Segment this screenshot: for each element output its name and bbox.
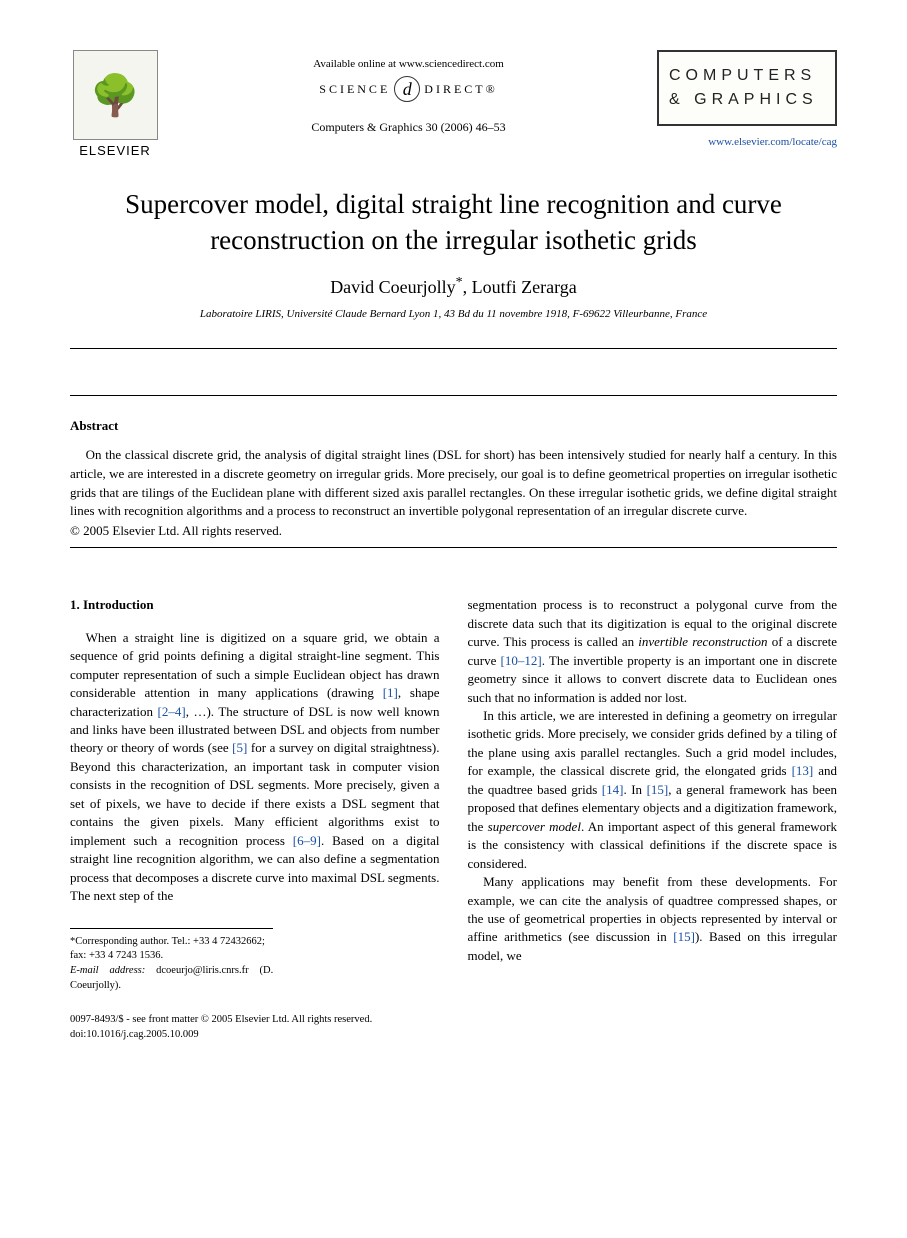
science-direct-brand: SCIENCE d DIRECT® [160,76,657,102]
publisher-block: 🌳 ELSEVIER [70,50,160,158]
body-columns: 1. Introduction When a straight line is … [70,596,837,993]
sciencedirect-icon: d [394,76,420,102]
divider-abstract-top [70,395,837,396]
journal-title-line2: & GRAPHICS [669,88,825,112]
abstract-text: On the classical discrete grid, the anal… [70,446,837,521]
corresponding-footer: *Corresponding author. Tel.: +33 4 72432… [70,928,273,994]
col2-para1: segmentation process is to reconstruct a… [468,596,838,707]
corr-line2: fax: +33 4 7243 1536. [70,949,273,964]
corr-email-line: E-mail address: dcoeurjo@liris.cnrs.fr (… [70,964,273,993]
col2-para2: In this article, we are interested in de… [468,707,838,873]
elsevier-tree-logo: 🌳 [73,50,158,140]
publisher-name: ELSEVIER [79,143,151,158]
sd-left: SCIENCE [319,82,390,97]
journal-link[interactable]: www.elsevier.com/locate/cag [657,136,837,148]
column-right: segmentation process is to reconstruct a… [468,596,838,993]
ref-10-12-link[interactable]: [10–12] [501,653,542,668]
journal-box: COMPUTERS & GRAPHICS www.elsevier.com/lo… [657,50,837,148]
column-left: 1. Introduction When a straight line is … [70,596,440,993]
authors-line: David Coeurjolly*, Loutfi Zerarga [70,275,837,298]
journal-title-box: COMPUTERS & GRAPHICS [657,50,837,126]
section-title: Introduction [83,597,154,612]
col1-para1: When a straight line is digitized on a s… [70,629,440,906]
ref-2-4-link[interactable]: [2–4] [158,704,186,719]
ref-15b-link[interactable]: [15] [673,929,695,944]
affiliation: Laboratoire LIRIS, Université Claude Ber… [70,308,837,320]
header-row: 🌳 ELSEVIER Available online at www.scien… [70,50,837,158]
corresponding-mark: * [456,275,463,290]
footer-line2: doi:10.1016/j.cag.2005.10.009 [70,1028,837,1043]
abstract-copyright: © 2005 Elsevier Ltd. All rights reserved… [70,523,837,539]
ref-14-link[interactable]: [14] [602,782,624,797]
ref-13-link[interactable]: [13] [792,763,814,778]
ref-6-9-link[interactable]: [6–9] [293,833,321,848]
journal-reference: Computers & Graphics 30 (2006) 46–53 [160,120,657,135]
section-number: 1. [70,597,80,612]
divider-abstract-bottom [70,547,837,548]
section-heading: 1. Introduction [70,596,440,614]
supercover-term: supercover model [488,819,581,834]
invertible-term: invertible reconstruction [638,634,767,649]
journal-title-line1: COMPUTERS [669,64,825,88]
col2-para3: Many applications may benefit from these… [468,873,838,965]
corr-line1: *Corresponding author. Tel.: +33 4 72432… [70,935,273,950]
author-2: Loutfi Zerarga [472,277,577,297]
center-header: Available online at www.sciencedirect.co… [160,50,657,135]
ref-1-link[interactable]: [1] [383,685,398,700]
sd-right: DIRECT® [424,82,497,97]
divider-top [70,348,837,349]
ref-15-link[interactable]: [15] [647,782,669,797]
email-label: E-mail address: [70,965,145,976]
author-1: David Coeurjolly [330,277,455,297]
footer-line1: 0097-8493/$ - see front matter © 2005 El… [70,1013,837,1028]
tree-icon: 🌳 [90,72,140,119]
abstract-heading: Abstract [70,418,837,434]
ref-5-link[interactable]: [5] [232,740,247,755]
article-title: Supercover model, digital straight line … [70,186,837,259]
page-footer: 0097-8493/$ - see front matter © 2005 El… [70,1013,837,1042]
available-online-text: Available online at www.sciencedirect.co… [160,58,657,70]
